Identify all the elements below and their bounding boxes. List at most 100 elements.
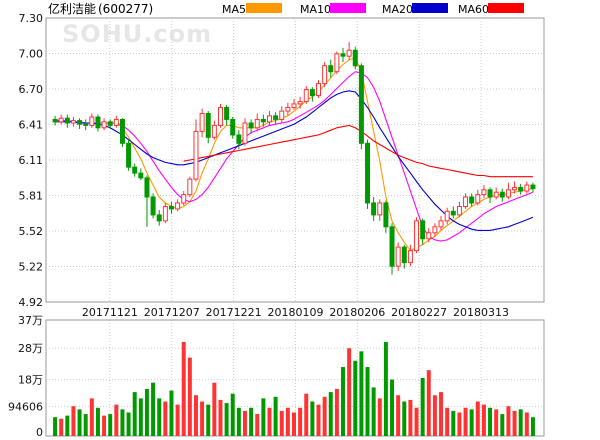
candle-body (107, 121, 113, 126)
candle-body (456, 206, 462, 216)
volume-tick-label: 94606 (8, 400, 43, 413)
volume-bar (65, 415, 70, 436)
volume-bar (181, 341, 186, 436)
volume-bar (175, 404, 180, 436)
candle (524, 181, 530, 194)
candle (285, 102, 291, 116)
volume-bar (126, 412, 131, 436)
candle (309, 87, 315, 102)
legend-label-ma20: MA20 (382, 3, 413, 16)
candle (328, 59, 334, 78)
candle-body (365, 142, 371, 204)
volume-bar (457, 412, 462, 436)
volume-bar (402, 401, 407, 436)
candle (205, 111, 211, 144)
volume-bar (77, 409, 82, 436)
candle (175, 199, 181, 212)
volume-panel: 37万 28万 18万 94606 0 (8, 314, 545, 439)
volume-bar (390, 379, 395, 436)
volume-bar (138, 398, 143, 436)
volume-bar (396, 395, 401, 436)
volume-bar (494, 409, 499, 436)
volume-bar (151, 382, 156, 436)
date-tick-label: 20180206 (329, 306, 385, 319)
volume-bar (512, 410, 517, 436)
candle (77, 118, 83, 129)
volume-bar (279, 410, 284, 436)
candle-body (70, 120, 76, 124)
price-panel: 7.30 7.00 6.70 6.41 6.11 5.81 5.52 5.22 4.92 2017… (19, 12, 545, 319)
candle-body (395, 246, 401, 267)
price-tick-label: 6.11 (19, 154, 44, 167)
volume-bar (316, 404, 321, 436)
candle-body (420, 220, 426, 240)
candle-body (285, 106, 291, 112)
candle (334, 51, 340, 75)
candle (297, 96, 303, 109)
candle (267, 111, 272, 126)
candle-body (291, 103, 297, 108)
volume-bar (218, 399, 223, 436)
legend-swatch-ma10 (330, 3, 366, 13)
candle (493, 187, 499, 200)
candle-body (187, 178, 193, 196)
volume-bar (169, 390, 174, 436)
volume-bar (426, 370, 431, 436)
candle (395, 242, 401, 271)
candle (156, 210, 162, 226)
candle-body (254, 118, 260, 129)
candle (126, 139, 132, 171)
volume-bar (347, 348, 352, 436)
candle (187, 176, 193, 197)
legend-label-ma10: MA10 (300, 3, 331, 16)
candle-body (236, 134, 242, 144)
candle-body (89, 116, 95, 126)
volume-bar (475, 401, 480, 436)
candle-body (334, 53, 340, 73)
volume-bar (518, 409, 523, 436)
volume-bar (267, 407, 272, 436)
volume-bar (328, 392, 333, 436)
candle (95, 114, 101, 132)
candle (303, 86, 309, 104)
candle-body (58, 117, 64, 123)
candle (217, 103, 223, 128)
volume-bar (255, 414, 260, 436)
candle-body (487, 189, 493, 198)
candle (463, 193, 469, 209)
candle (420, 218, 426, 245)
candle-body (95, 116, 101, 129)
volume-bar (206, 404, 211, 436)
candle-body (401, 246, 407, 264)
volume-bar (408, 399, 413, 436)
candle (193, 119, 199, 182)
candle (291, 99, 297, 110)
volume-bar (249, 407, 254, 436)
legend-swatch-ma60 (488, 3, 524, 13)
candle (469, 193, 475, 207)
volume-bar (132, 392, 137, 436)
candle-body (126, 142, 132, 168)
candle-body (138, 172, 144, 179)
candle-body (346, 49, 352, 57)
candle (512, 181, 518, 194)
candle (279, 106, 285, 124)
volume-bar (261, 398, 266, 436)
volume-bar (341, 367, 346, 436)
candle (432, 223, 438, 237)
candle-body (518, 186, 524, 192)
candle-body (168, 206, 174, 210)
candle-body (322, 65, 328, 85)
volume-bar (157, 398, 162, 436)
candle-body (414, 220, 420, 252)
candle (132, 163, 138, 177)
candle (58, 114, 64, 125)
volume-bar (304, 393, 309, 436)
volume-bar (420, 378, 425, 436)
price-tick-label: 5.81 (19, 190, 44, 203)
candle-body (426, 232, 432, 240)
candle-body (377, 202, 383, 216)
candle (352, 46, 358, 70)
volume-bar (163, 401, 168, 436)
candle (254, 113, 260, 132)
